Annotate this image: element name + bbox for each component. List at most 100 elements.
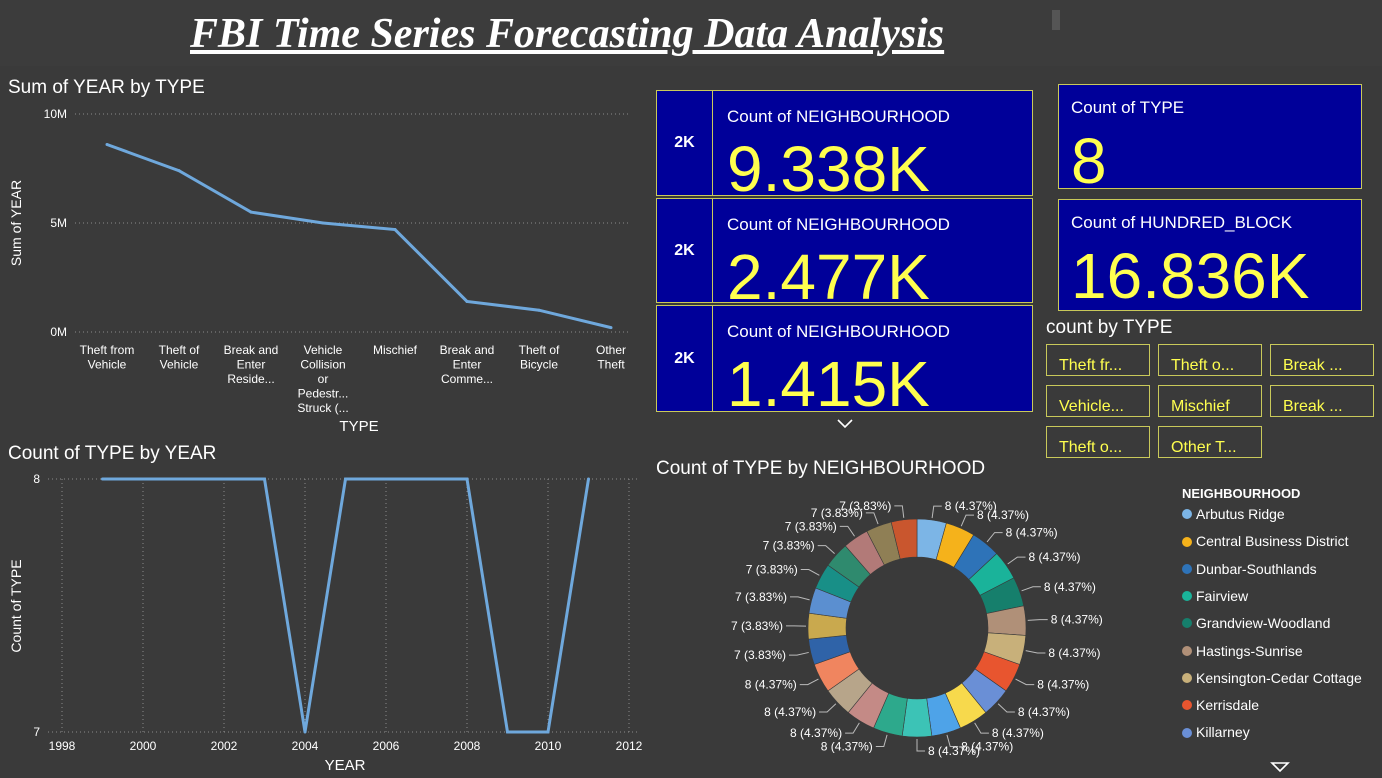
data-point[interactable] (182, 478, 185, 481)
leader-line (1026, 651, 1046, 653)
card-label: Count of HUNDRED_BLOCK (1071, 213, 1292, 233)
card-label: Count of NEIGHBOURHOOD (727, 215, 950, 235)
data-label: 8 (4.37%) (928, 744, 980, 758)
data-point[interactable] (304, 731, 307, 734)
legend-item[interactable]: Central Business District (1182, 533, 1349, 549)
slicer-item[interactable]: Break ... (1270, 385, 1374, 417)
leader-line (789, 652, 809, 655)
data-point[interactable] (263, 478, 266, 481)
series-line (103, 479, 589, 732)
data-label: 8 (4.37%) (821, 739, 873, 753)
multirow-side-value: 2K (656, 90, 713, 196)
data-point[interactable] (394, 228, 397, 231)
data-point[interactable] (101, 478, 104, 481)
leader-line (1016, 679, 1035, 685)
leader-line (932, 506, 942, 518)
leader-line (1022, 587, 1041, 591)
data-label: 8 (4.37%) (1051, 613, 1103, 627)
data-point[interactable] (506, 731, 509, 734)
scroll-handle[interactable] (1052, 10, 1060, 30)
x-tick-label: 1998 (49, 739, 76, 753)
data-point[interactable] (610, 326, 613, 329)
data-point[interactable] (344, 478, 347, 481)
leader-line (975, 723, 989, 733)
card-value: 16.836K (1071, 244, 1309, 308)
data-point[interactable] (538, 309, 541, 312)
data-point[interactable] (142, 478, 145, 481)
data-point[interactable] (466, 478, 469, 481)
slicer-item[interactable]: Other T... (1158, 426, 1262, 458)
y-axis-label: Count of TYPE (8, 559, 24, 652)
multirow-side-value: 2K (656, 305, 713, 412)
x-tick-label: 2002 (211, 739, 238, 753)
legend-item[interactable]: Fairview (1182, 588, 1248, 604)
legend-item[interactable]: Kensington-Cedar Cottage (1182, 670, 1362, 686)
legend-item[interactable]: Hastings-Sunrise (1182, 643, 1303, 659)
slicer-item[interactable]: Mischief (1158, 385, 1262, 417)
data-point[interactable] (547, 731, 550, 734)
card-label: Count of NEIGHBOURHOOD (727, 107, 950, 127)
slicer-item[interactable]: Theft fr... (1046, 344, 1150, 376)
data-label: 7 (3.83%) (746, 563, 798, 577)
y-tick-label: 0M (50, 325, 67, 339)
data-point[interactable] (587, 478, 590, 481)
y-tick-label: 8 (33, 472, 40, 486)
data-point[interactable] (425, 478, 428, 481)
data-point[interactable] (106, 143, 109, 146)
chevron-down-icon[interactable] (836, 417, 854, 431)
slicer-item[interactable]: Theft o... (1158, 344, 1262, 376)
legend-item[interactable]: Kerrisdale (1182, 697, 1259, 713)
leader-line (998, 704, 1015, 712)
legend-item[interactable]: Dunbar-Southlands (1182, 561, 1317, 577)
data-point[interactable] (223, 478, 226, 481)
legend-dot-icon (1182, 673, 1192, 683)
legend-item[interactable]: Grandview-Woodland (1182, 615, 1330, 631)
data-label: 8 (4.37%) (1006, 526, 1058, 540)
x-tick-label: 2006 (373, 739, 400, 753)
leader-line (961, 515, 974, 526)
leader-line (818, 546, 835, 554)
y-tick-label: 7 (33, 725, 40, 739)
legend-item[interactable]: Arbutus Ridge (1182, 506, 1285, 522)
legend-title: NEIGHBOURHOOD (1182, 486, 1300, 501)
data-point[interactable] (250, 211, 253, 214)
legend-item[interactable]: Killarney (1182, 724, 1250, 740)
legend-dot-icon (1182, 700, 1192, 710)
leader-line (801, 570, 820, 576)
legend-label: Central Business District (1196, 533, 1349, 549)
x-tick-label: 2000 (130, 739, 157, 753)
x-tick-label: 2004 (292, 739, 319, 753)
data-point[interactable] (322, 222, 325, 225)
legend-dot-icon (1182, 537, 1192, 547)
card-value: 8 (1071, 129, 1107, 193)
x-tick-label: Mischief (373, 343, 418, 357)
data-label: 7 (3.83%) (763, 539, 815, 553)
legend-dot-icon (1182, 564, 1192, 574)
leader-line (987, 533, 1003, 542)
legend-dot-icon (1182, 618, 1192, 628)
slicer-item[interactable]: Break ... (1270, 344, 1374, 376)
caret-down-icon[interactable] (1270, 760, 1290, 772)
slicer-item[interactable]: Vehicle... (1046, 385, 1150, 417)
legend-label: Kerrisdale (1196, 697, 1259, 713)
card-value: 2.477K (727, 245, 930, 309)
leader-line (917, 739, 925, 751)
data-label: 8 (4.37%) (1044, 580, 1096, 594)
data-point[interactable] (178, 169, 181, 172)
slicer-item[interactable]: Theft o... (1046, 426, 1150, 458)
legend-label: Killarney (1196, 724, 1250, 740)
x-tick-label: 2010 (535, 739, 562, 753)
data-point[interactable] (466, 300, 469, 303)
data-label: 7 (3.83%) (735, 590, 787, 604)
data-point[interactable] (385, 478, 388, 481)
legend-dot-icon (1182, 591, 1192, 601)
